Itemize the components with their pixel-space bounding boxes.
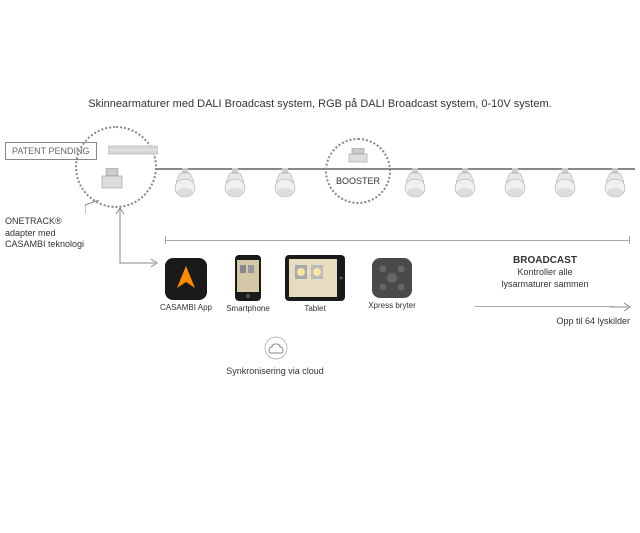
device-casambi: CASAMBI App [158,258,214,312]
max-lights-underline [475,306,615,307]
adapter-label-line3: CASAMBI teknologi [5,239,84,251]
booster-connector-icon [347,148,369,164]
adapter-label-line1: ONETRACK® [5,216,84,228]
xpress-label: Xpress bryter [362,301,422,310]
spotlight-4 [400,168,430,200]
smartphone-label: Smartphone [222,304,274,313]
broadcast-line1: Kontroller alle [480,267,610,279]
spotlight-3 [270,168,300,200]
device-xpress: Xpress bryter [362,258,422,310]
xpress-icon [372,258,412,298]
device-tablet: Tablet [280,255,350,313]
broadcast-line2: lysarmaturer sammen [480,279,610,291]
casambi-label: CASAMBI App [158,303,214,312]
broadcast-title: BROADCAST [480,254,610,267]
casambi-app-icon [165,258,207,300]
adapter-connector-line [85,200,103,216]
adapter-connector-icon [100,168,124,190]
cloud-label: Synkronisering via cloud [220,366,330,378]
broadcast-line [165,240,630,241]
spotlight-6 [500,168,530,200]
cloud-icon [261,336,291,360]
diagram-title: Skinnearmaturer med DALI Broadcast syste… [60,98,580,110]
broadcast-block: BROADCAST Kontroller alle lysarmaturer s… [480,254,610,290]
broadcast-line-left-tick [165,236,166,244]
spotlight-7 [550,168,580,200]
adapter-label: ONETRACK® adapter med CASAMBI teknologi [5,216,84,251]
track-segment-icon [108,142,158,160]
booster-label: BOOSTER [330,176,386,186]
max-lights-label: Opp til 64 lyskilder [530,316,630,328]
device-smartphone: Smartphone [222,255,274,313]
broadcast-line-right-tick [629,236,630,244]
tablet-icon [285,255,345,301]
spotlight-5 [450,168,480,200]
tablet-label: Tablet [280,304,350,313]
spotlight-8 [600,168,630,200]
adapter-label-line2: adapter med [5,228,84,240]
max-lights-arrow [610,300,632,314]
smartphone-icon [235,255,261,301]
spotlight-2 [220,168,250,200]
adapter-circle [75,126,157,208]
spotlight-1 [170,168,200,200]
